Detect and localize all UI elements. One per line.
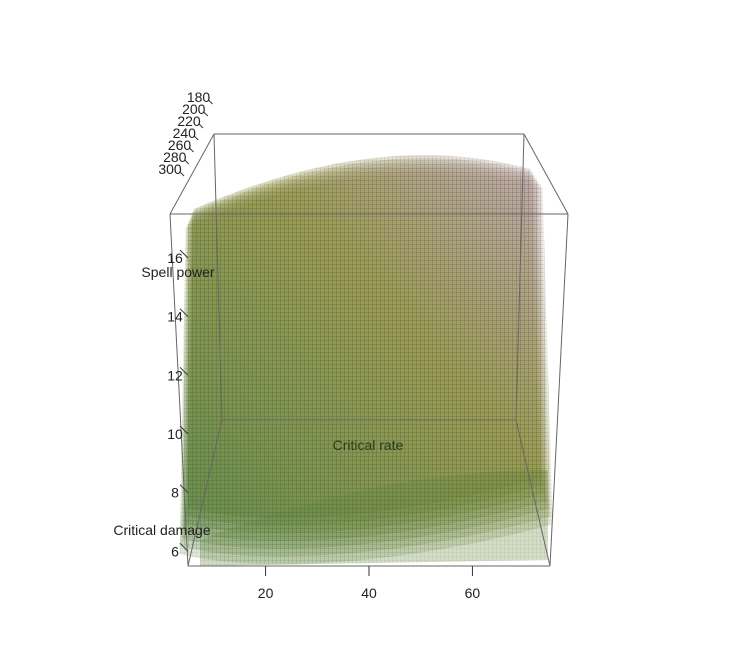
y-tick-label: 12 [167,367,183,383]
x-tick-label: 60 [465,585,481,601]
box-edge-front-right [549,213,569,567]
box-edge-back-left [213,133,223,421]
y-tick-mark [179,249,189,259]
z-tick-mark [208,99,213,105]
y-tick-label: 10 [167,426,183,442]
z-tick-mark [203,111,209,117]
x-axis-title: Critical rate [333,437,404,453]
y-tick-label: 16 [167,250,183,266]
z-tick-mark [198,123,204,129]
z-tick-mark [184,159,190,165]
y-tick-label: 8 [171,485,179,501]
box-edge-bottom-right [515,419,551,567]
box-edge-bottom-left [187,419,223,567]
z-tick-label: 220 [177,113,201,129]
box-edge-top-left [169,133,215,215]
z-tick-label: 240 [173,125,197,141]
z-axis-title: Critical damage [113,522,210,538]
x-tick-label: 20 [258,585,274,601]
y-tick-label: 14 [167,309,183,325]
surface-layers [179,155,553,566]
y-tick-mark [179,366,189,376]
y-axis-title: Spell power [141,264,214,280]
surface-layer-mesh [179,173,553,564]
box-edge-top-right [523,133,569,215]
y-tick-label: 6 [171,543,179,559]
z-tick-label: 300 [158,161,182,177]
z-tick-mark [193,135,199,141]
y-tick-mark [179,425,189,435]
x-tick-label: 40 [361,585,377,601]
y-tick-mark [179,308,189,318]
surface-base-mesh [200,470,548,566]
z-tick-label: 200 [182,101,206,117]
z-tick-label: 280 [163,149,187,165]
z-tick-label: 180 [187,89,211,105]
box-edge-front-left [169,213,189,567]
box-edge-back-right [515,133,525,421]
z-tick-label: 260 [168,137,192,153]
y-tick-mark [179,542,189,552]
z-tick-mark [189,147,194,153]
y-tick-mark [179,484,189,494]
z-tick-mark [179,171,185,177]
